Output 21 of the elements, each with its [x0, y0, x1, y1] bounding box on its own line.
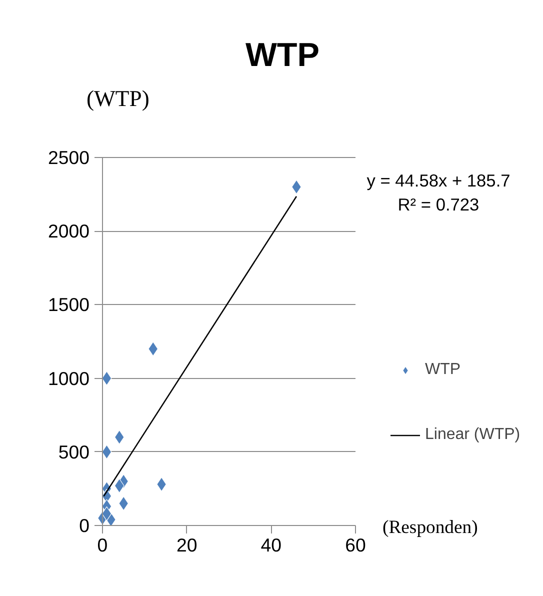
- x-axis-title: (Responden): [382, 517, 478, 538]
- text: y = 44.58x + 185.7 R² = 0.723: [366, 170, 510, 214]
- y-tick-label: 2000: [48, 220, 90, 242]
- chart-title: WTP: [245, 37, 320, 74]
- x-tick-label: 40: [260, 534, 282, 556]
- point: [118, 496, 129, 511]
- x-tick-label: 0: [97, 534, 108, 556]
- y-tick-label: 1500: [48, 294, 90, 316]
- legend-label: Linear (WTP): [425, 426, 520, 444]
- y-tick-label: 1000: [48, 368, 90, 389]
- y-tick-label: 0: [79, 515, 90, 536]
- y-axis-title: (WTP): [86, 86, 150, 111]
- y-tick-label: 2500: [48, 147, 90, 168]
- point: [102, 444, 112, 460]
- point: [114, 430, 124, 444]
- point: [102, 371, 112, 386]
- legend-label: WTP: [425, 361, 461, 379]
- x-tick-label: 20: [176, 534, 198, 556]
- x-tick-label: 60: [345, 534, 366, 556]
- y-tick-label: 500: [58, 441, 90, 462]
- point: [148, 342, 158, 356]
